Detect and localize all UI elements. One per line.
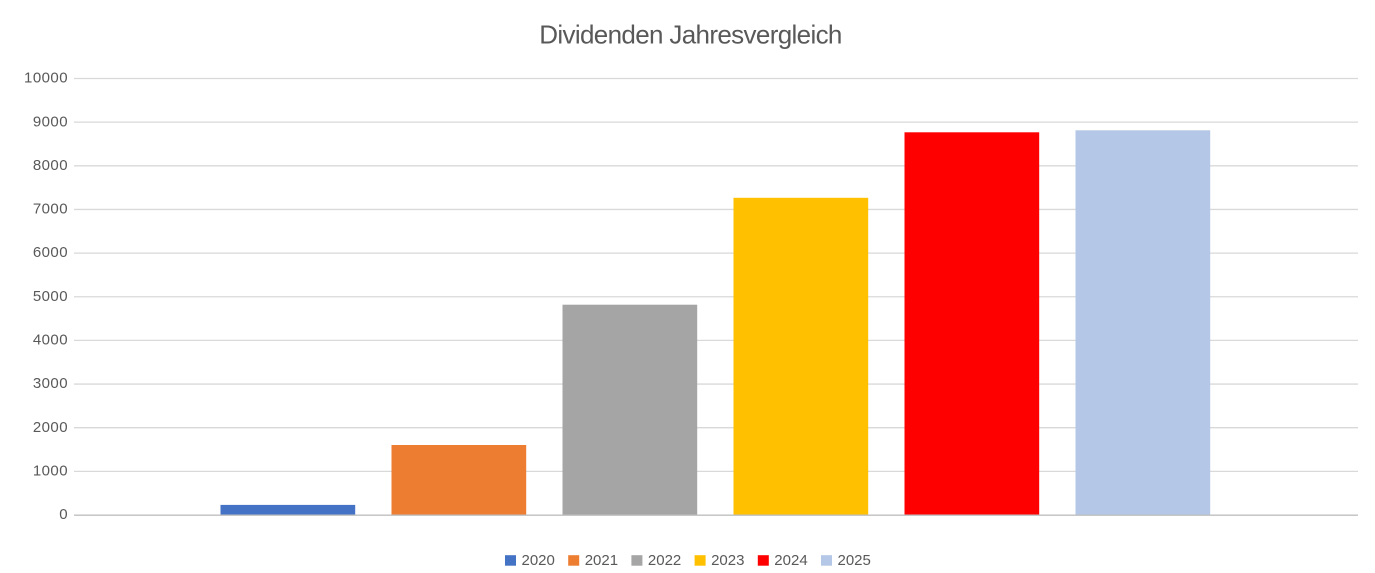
svg-text:2024: 2024 <box>774 552 807 569</box>
svg-text:2020: 2020 <box>522 552 555 569</box>
svg-text:8000: 8000 <box>33 157 68 174</box>
svg-text:2023: 2023 <box>711 552 744 569</box>
svg-text:0: 0 <box>59 506 68 523</box>
svg-text:2025: 2025 <box>838 552 871 569</box>
svg-text:Dividenden Jahresvergleich: Dividenden Jahresvergleich <box>539 19 842 49</box>
svg-text:5000: 5000 <box>33 288 68 305</box>
svg-text:2000: 2000 <box>33 419 68 436</box>
svg-text:9000: 9000 <box>33 113 68 130</box>
svg-text:2021: 2021 <box>585 552 618 569</box>
svg-text:2022: 2022 <box>648 552 681 569</box>
svg-text:10000: 10000 <box>24 70 68 87</box>
svg-text:3000: 3000 <box>33 375 68 392</box>
svg-text:4000: 4000 <box>33 332 68 349</box>
svg-text:6000: 6000 <box>33 244 68 261</box>
svg-text:7000: 7000 <box>33 201 68 218</box>
svg-text:1000: 1000 <box>33 462 68 479</box>
